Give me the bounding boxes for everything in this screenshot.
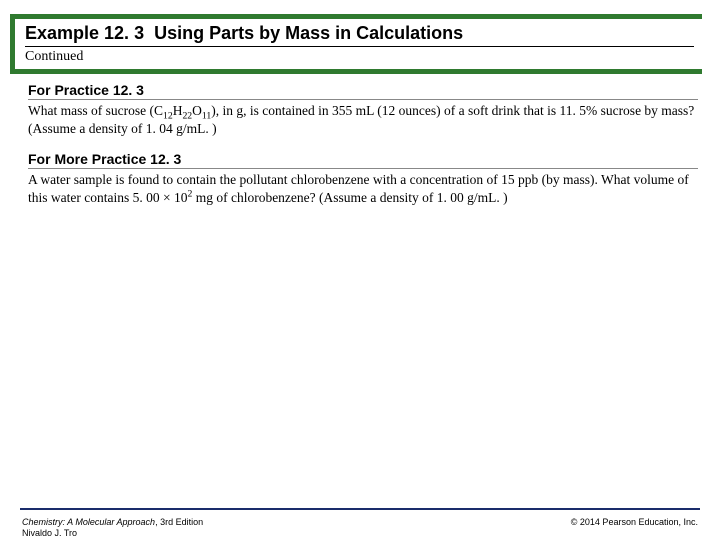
title-block: Example 12. 3 Using Parts by Mass in Cal… — [10, 14, 702, 74]
practice-heading: For Practice 12. 3 — [28, 80, 698, 100]
practice-text-h: H — [173, 103, 183, 118]
book-title: Chemistry: A Molecular Approach — [22, 517, 155, 527]
example-number: Example 12. 3 — [25, 23, 144, 44]
footer-rule — [20, 508, 700, 510]
practice-text-o: O — [192, 103, 202, 118]
practice-text: What mass of sucrose (C12H22O11), in g, … — [28, 100, 698, 147]
more-practice-text: A water sample is found to contain the p… — [28, 169, 698, 216]
copyright: © 2014 Pearson Education, Inc. — [571, 517, 698, 527]
book-edition: , 3rd Edition — [155, 517, 203, 527]
example-title: Using Parts by Mass in Calculations — [154, 23, 463, 44]
more-practice-heading: For More Practice 12. 3 — [28, 149, 698, 169]
footer-left: Chemistry: A Molecular Approach, 3rd Edi… — [22, 517, 203, 540]
title-line: Example 12. 3 Using Parts by Mass in Cal… — [25, 23, 694, 47]
footer: Chemistry: A Molecular Approach, 3rd Edi… — [22, 517, 698, 540]
body: For Practice 12. 3 What mass of sucrose … — [0, 74, 720, 216]
slide-container: Example 12. 3 Using Parts by Mass in Cal… — [0, 14, 720, 554]
book-author: Nivaldo J. Tro — [22, 528, 77, 538]
practice-text-pre: What mass of sucrose (C — [28, 103, 163, 118]
more-practice-text-post: mg of chlorobenzene? (Assume a density o… — [192, 190, 507, 205]
continued-label: Continued — [25, 47, 694, 65]
